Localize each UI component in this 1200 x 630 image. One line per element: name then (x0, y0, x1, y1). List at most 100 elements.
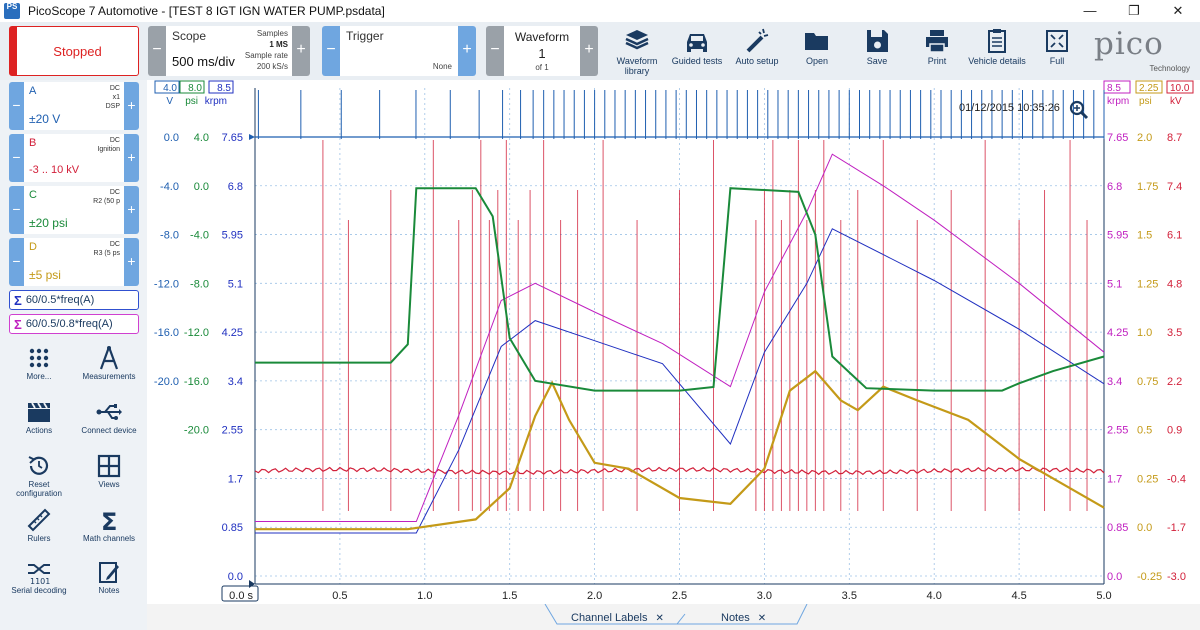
close-button[interactable]: ✕ (1172, 3, 1184, 18)
vehicle-details-button[interactable]: Vehicle details (967, 26, 1027, 78)
channel-c-trace (255, 187, 1105, 392)
reset-configuration-button[interactable]: Reset configuration (6, 452, 72, 504)
left-tick-volts: -12.0 (154, 278, 179, 290)
serial-icon: 1101 (28, 564, 50, 586)
timebase-title: Scope (172, 29, 207, 43)
serial-decoding-button[interactable]: 1101 Serial decoding (6, 558, 72, 610)
window-title: PicoScope 7 Automotive - [TEST 8 IGT IGN… (28, 4, 385, 18)
right-axis-unit: krpm (1107, 96, 1129, 107)
right-tick-krpm: 0.85 (1107, 522, 1128, 534)
x-origin-box (221, 585, 259, 602)
waveform-number[interactable]: 1 (538, 46, 546, 61)
sidebar: − A DC x1 DSP ±20 V + − B DC Ignition -3 ..… (0, 80, 147, 630)
rulers-button[interactable]: Rulers (6, 506, 72, 558)
left-axis-header-value: 4.0 (163, 83, 177, 94)
more-button[interactable]: More... (6, 344, 72, 396)
left-tick-psi: -20.0 (184, 425, 209, 437)
notes-label: Notes (98, 586, 120, 595)
views-button[interactable]: Views (76, 452, 142, 504)
tab-outline (544, 604, 808, 625)
bottom-panel-tabs: Channel Labels ✕ Notes ✕ (147, 604, 1200, 630)
channel-c[interactable]: − C DC R2 (50 p ±20 psi + (9, 186, 139, 234)
timebase-increase-button[interactable]: + (292, 26, 310, 76)
open-button[interactable]: Open (787, 26, 847, 78)
trigger-title: Trigger (346, 29, 384, 43)
channel-a-range[interactable]: ±20 V (29, 112, 61, 126)
axis-header-box (1103, 80, 1131, 94)
measurements-button[interactable]: Measurements (76, 344, 142, 396)
channel-c-increase-button[interactable]: + (124, 186, 139, 234)
timebase-decrease-button[interactable]: − (148, 26, 166, 76)
auto-setup-button[interactable]: Auto setup (727, 26, 787, 78)
math-channels-button[interactable]: Σ Math channels (76, 506, 142, 558)
left-axis-unit: V (166, 96, 173, 107)
tab-notes[interactable]: Notes ✕ (721, 608, 766, 628)
x-tick-label: 4.0 (927, 590, 942, 602)
sigma-icon: Σ (14, 292, 22, 308)
close-icon[interactable]: ✕ (655, 612, 664, 624)
tab-channel-labels[interactable]: Channel Labels ✕ (571, 608, 664, 628)
samples-value[interactable]: 1 MS (269, 40, 288, 49)
usb-icon (96, 404, 122, 420)
right-axis-header-value: 2.25 (1139, 83, 1159, 94)
channel-d-increase-button[interactable]: + (124, 238, 139, 286)
math-channel-2-label: 60/0.5/0.8*freq(A) (25, 318, 113, 330)
guided-tests-button[interactable]: Guided tests (667, 26, 727, 78)
right-tick-kv: -1.7 (1167, 522, 1186, 534)
right-tick-psi: 0.0 (1137, 522, 1152, 534)
channel-c-range[interactable]: ±20 psi (29, 216, 68, 230)
zoom-icon[interactable] (1069, 100, 1089, 120)
timebase-value[interactable]: 500 ms/div (172, 54, 235, 69)
save-button[interactable]: Save (847, 26, 907, 78)
left-tick-krpm: 4.25 (222, 327, 243, 339)
left-tick-krpm: 0.0 (228, 571, 243, 583)
x-tick-label: 4.5 (1011, 590, 1026, 602)
notes-button[interactable]: Notes (76, 558, 142, 610)
x-tick-label: 2.5 (672, 590, 687, 602)
oscilloscope-view[interactable]: 4.0 V 8.0 psi 8.5 krpm 8.5 krpm 2.25 psi 10.0 kV 0.0… (147, 80, 1200, 604)
right-tick-krpm: 5.95 (1107, 230, 1128, 242)
waveform-library-button[interactable]: Waveform library (607, 26, 667, 78)
channel-b[interactable]: − B DC Ignition -3 .. 10 kV + (9, 134, 139, 182)
left-tick-krpm: 2.55 (222, 425, 243, 437)
minimize-button[interactable]: — (1083, 3, 1097, 18)
actions-button[interactable]: Actions (6, 398, 72, 450)
trigger-decrease-button[interactable]: − (322, 26, 340, 76)
scope-plot[interactable]: 4.0 V 8.0 psi 8.5 krpm 8.5 krpm 2.25 psi 10.0 kV 0.0… (147, 80, 1200, 604)
sigma-icon: Σ (101, 508, 117, 534)
waveform-previous-button[interactable]: − (486, 26, 504, 76)
channel-d-range[interactable]: ±5 psi (29, 268, 61, 282)
trigger-increase-button[interactable]: + (458, 26, 476, 76)
channel-a-increase-button[interactable]: + (124, 82, 139, 130)
channel-c-decrease-button[interactable]: − (9, 186, 24, 234)
math-channel-2[interactable]: Σ 60/0.5/0.8*freq(A) (9, 314, 139, 334)
left-tick-psi: -4.0 (190, 230, 209, 242)
trigger-mode[interactable]: None (432, 62, 452, 71)
full-screen-button[interactable]: Full (1027, 26, 1087, 78)
maximize-button[interactable]: ❐ (1128, 3, 1140, 18)
channel-b-increase-button[interactable]: + (124, 134, 139, 182)
floppy-icon (867, 30, 888, 52)
math-channel-1[interactable]: Σ 60/0.5*freq(A) (9, 290, 139, 310)
timebase-control: − Scope 500 ms/div Samples 1 MS Sample r… (148, 26, 310, 76)
print-button[interactable]: Print (907, 26, 967, 78)
connect-device-button[interactable]: Connect device (76, 398, 142, 450)
right-tick-krpm: 3.4 (1107, 376, 1122, 388)
logo-subtitle: Technology (1149, 64, 1190, 73)
channel-d-letter: D (29, 241, 37, 253)
right-tick-psi: -0.25 (1137, 571, 1162, 583)
rulers-label: Rulers (27, 534, 51, 543)
channel-a[interactable]: − A DC x1 DSP ±20 V + (9, 82, 139, 130)
channel-b-decrease-button[interactable]: − (9, 134, 24, 182)
channel-d-decrease-button[interactable]: − (9, 238, 24, 286)
dots-grid-icon (29, 348, 49, 368)
note-icon (99, 562, 119, 583)
waveform-control: − Waveform 1 of 1 + (486, 26, 598, 76)
waveform-next-button[interactable]: + (580, 26, 598, 76)
close-icon[interactable]: ✕ (757, 612, 767, 624)
channel-a-decrease-button[interactable]: − (9, 82, 24, 130)
channel-d[interactable]: − D DC R3 (5 ps ±5 psi + (9, 238, 139, 286)
channel-b-range[interactable]: -3 .. 10 kV (29, 164, 80, 176)
run-stop-button[interactable]: Stopped (9, 26, 139, 76)
window-controls: — ❐ ✕ (1068, 0, 1200, 22)
